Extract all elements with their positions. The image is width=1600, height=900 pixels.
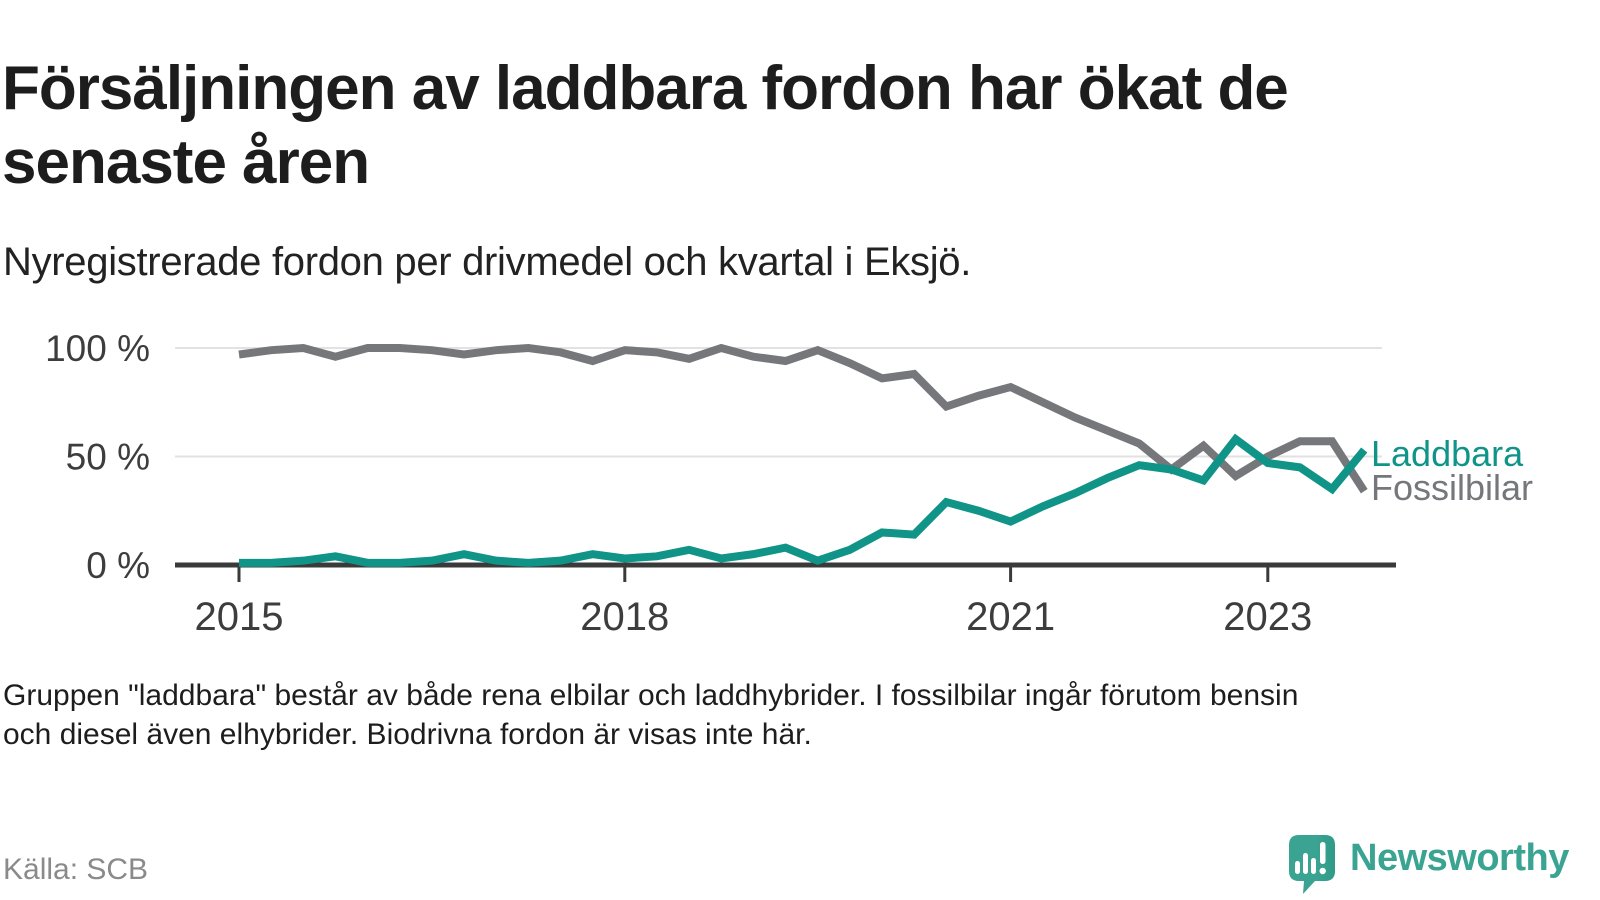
x-axis-label: 2015 xyxy=(195,595,284,639)
logo-wordmark: Newsworthy xyxy=(1350,837,1569,879)
legend-label-fossilbilar: Fossilbilar xyxy=(1371,467,1533,508)
footnote-line-1: Gruppen "laddbara" består av både rena e… xyxy=(3,679,1299,712)
source-label: Källa: SCB xyxy=(3,853,149,886)
title-line-2: senaste åren xyxy=(2,127,370,197)
logo-bar-2 xyxy=(1303,853,1308,874)
footnote-line-2: och diesel även elhybrider. Biodrivna fo… xyxy=(3,718,812,751)
logo-exclamation-bar xyxy=(1320,842,1326,864)
logo-exclamation-dot xyxy=(1319,867,1326,875)
laddbara-line xyxy=(239,433,1368,567)
speech-bubble-bar-chart-icon xyxy=(1289,835,1335,894)
legend-label-laddbara: Laddbara xyxy=(1371,433,1524,474)
x-axis-label: 2023 xyxy=(1223,595,1312,639)
x-axis-label: 2021 xyxy=(966,595,1055,639)
newsworthy-logo: Newsworthy xyxy=(1289,835,1569,897)
chart-footnote: Gruppen "laddbara" består av både rena e… xyxy=(3,676,1563,754)
logo-bar-1 xyxy=(1295,861,1300,874)
fossilbilar-line xyxy=(238,343,1368,494)
y-axis-label: 0 % xyxy=(86,545,150,586)
page-title: Försäljningen av laddbara fordon har öka… xyxy=(2,52,1562,200)
y-axis-label: 100 % xyxy=(45,328,150,369)
line-chart: 100 % 50 % 0 % 2015 2018 2021 2023 LaddbaraFoss… xyxy=(45,328,1533,639)
y-axis-label: 50 % xyxy=(66,437,150,478)
logo-bar-3 xyxy=(1311,858,1316,874)
title-line-1: Försäljningen av laddbara fordon har öka… xyxy=(2,53,1289,123)
x-axis-label: 2018 xyxy=(580,595,669,639)
chart-subtitle: Nyregistrerade fordon per drivmedel och … xyxy=(3,240,972,284)
